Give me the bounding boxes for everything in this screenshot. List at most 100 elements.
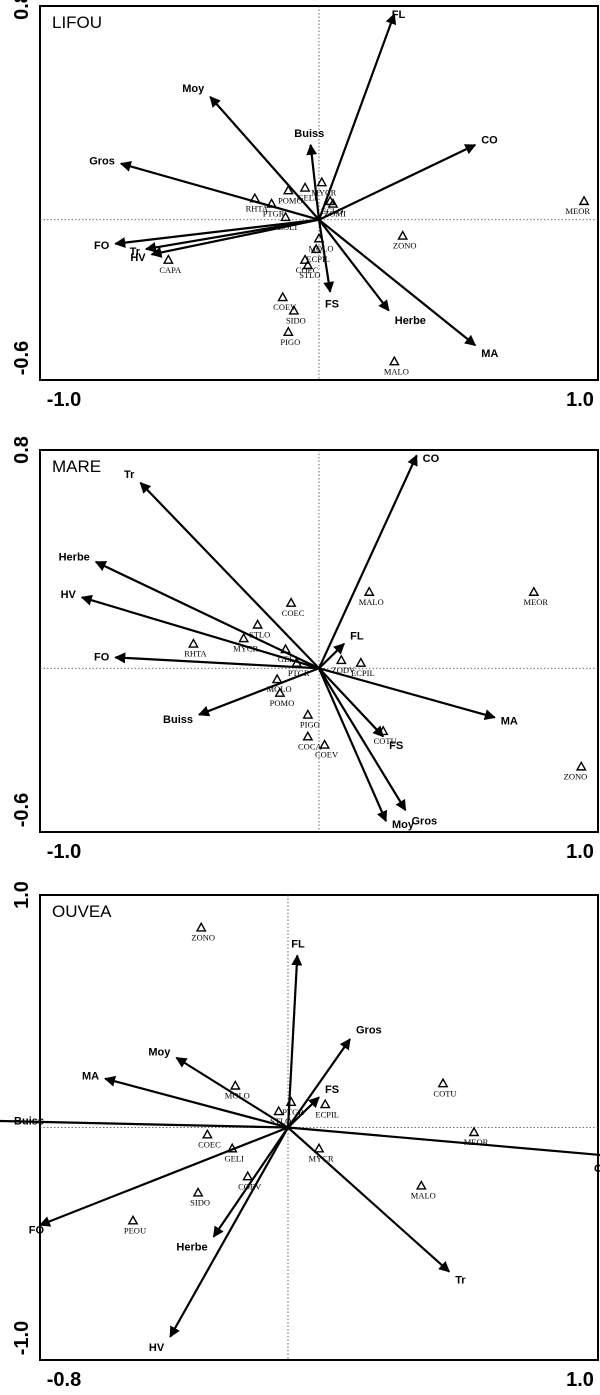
species-label: POMO <box>278 195 303 205</box>
species-point <box>273 1105 285 1116</box>
species-label: COEV <box>315 750 339 760</box>
vector-arrow <box>287 1126 600 1157</box>
vector-arrow <box>317 219 335 293</box>
species-point <box>195 921 207 932</box>
species-label: ECPIL <box>351 668 375 678</box>
species-point <box>327 198 339 208</box>
vector-arrow <box>287 1096 320 1129</box>
species-point <box>274 687 286 697</box>
vector-label: FS <box>325 1084 339 1096</box>
species-label: MEOR <box>524 597 549 607</box>
species-label: SIDO <box>190 1198 210 1208</box>
vector-arrow <box>318 143 477 221</box>
vector-label: CO <box>423 453 440 465</box>
vector-label: FO <box>94 240 110 252</box>
species-point <box>299 254 311 264</box>
species-label: COEV <box>238 1181 262 1191</box>
vector-arrow <box>287 1038 351 1129</box>
species-point <box>575 760 587 771</box>
vector-label: Moy <box>392 819 415 831</box>
species-label: RHTA <box>246 203 269 213</box>
vector-arrow <box>80 594 320 670</box>
species-point <box>162 254 174 264</box>
species-point <box>310 243 322 254</box>
species-point <box>252 618 264 629</box>
species-label: COEC <box>198 1139 221 1149</box>
species-label: MALO <box>411 1191 436 1201</box>
species-label: PIGO <box>280 337 300 347</box>
species-point <box>299 182 311 192</box>
x-tick-label: -0.8 <box>47 1369 81 1391</box>
species-label: ZONO <box>393 241 417 251</box>
species-point <box>188 638 199 648</box>
vector-label: CO <box>594 1163 600 1175</box>
species-label: MALO <box>359 597 384 607</box>
vector-arrow <box>318 642 345 670</box>
vector-arrow <box>139 481 320 670</box>
y-tick-label: -0.6 <box>11 341 33 375</box>
x-tick-label: 1.0 <box>566 389 594 411</box>
vector-arrow <box>119 161 320 221</box>
species-label: MEOR <box>464 1137 489 1147</box>
species-label: GELI <box>225 1153 245 1163</box>
species-label: ECLO <box>321 206 343 216</box>
species-point <box>280 211 291 222</box>
vector-arrow <box>0 1119 289 1129</box>
species-point <box>319 1098 331 1109</box>
species-label: POMO <box>270 698 295 708</box>
species-label: MALO <box>384 366 409 376</box>
species-point <box>282 184 294 195</box>
vector-label: FL <box>392 9 406 21</box>
vector-arrow <box>104 1075 289 1129</box>
species-point <box>288 304 300 315</box>
vector-arrow <box>318 667 384 738</box>
vector-label: CO <box>481 135 498 147</box>
species-point <box>242 1170 254 1181</box>
y-tick-label: 1.0 <box>11 881 33 909</box>
species-label: MYCR <box>233 643 258 653</box>
vector-label: MA <box>501 716 518 728</box>
species-label: ZOLI <box>278 222 298 232</box>
vector-arrow <box>198 667 320 717</box>
vector-label: Herbe <box>176 1242 207 1254</box>
vector-label: Tr <box>130 246 141 258</box>
species-label: ZOMI <box>324 209 346 219</box>
plot-frame <box>39 894 599 1361</box>
species-point <box>415 1179 427 1190</box>
y-tick-label: 0.8 <box>11 0 33 20</box>
species-label: STLO <box>270 1116 291 1126</box>
species-label: COEC <box>296 265 319 275</box>
vector-label: Herbe <box>59 552 90 564</box>
species-point <box>437 1077 449 1088</box>
species-label: MOLO <box>225 1091 250 1101</box>
species-point <box>355 657 367 667</box>
vector-arrow <box>114 218 320 249</box>
vector-arrow <box>318 667 496 721</box>
x-tick-label: 1.0 <box>566 841 594 863</box>
species-label: PTGR <box>282 1107 304 1117</box>
panel-title: OUVEA <box>52 902 112 921</box>
species-point <box>313 1142 325 1153</box>
vector-arrow <box>286 954 303 1128</box>
species-point <box>397 230 409 240</box>
species-point <box>316 176 328 187</box>
vector-label: HV <box>130 252 146 264</box>
vector-arrow <box>150 218 320 258</box>
species-label: COTU <box>374 736 397 746</box>
vector-label: HV <box>61 589 77 601</box>
vector-arrow <box>318 454 418 669</box>
vector-arrow <box>38 1126 289 1227</box>
vector-arrow <box>209 96 320 221</box>
species-label: GELI <box>297 193 317 203</box>
species-point <box>377 725 389 736</box>
vector-label: FO <box>29 1225 45 1237</box>
species-point <box>226 1142 238 1153</box>
species-point <box>285 1096 297 1106</box>
species-point <box>319 739 330 749</box>
species-label: MYCR <box>308 1153 333 1163</box>
species-point <box>302 709 314 719</box>
species-label: PTGR <box>263 209 285 219</box>
species-label: RHTA <box>184 649 207 659</box>
vector-label: Gros <box>89 155 115 167</box>
species-point <box>271 673 283 684</box>
